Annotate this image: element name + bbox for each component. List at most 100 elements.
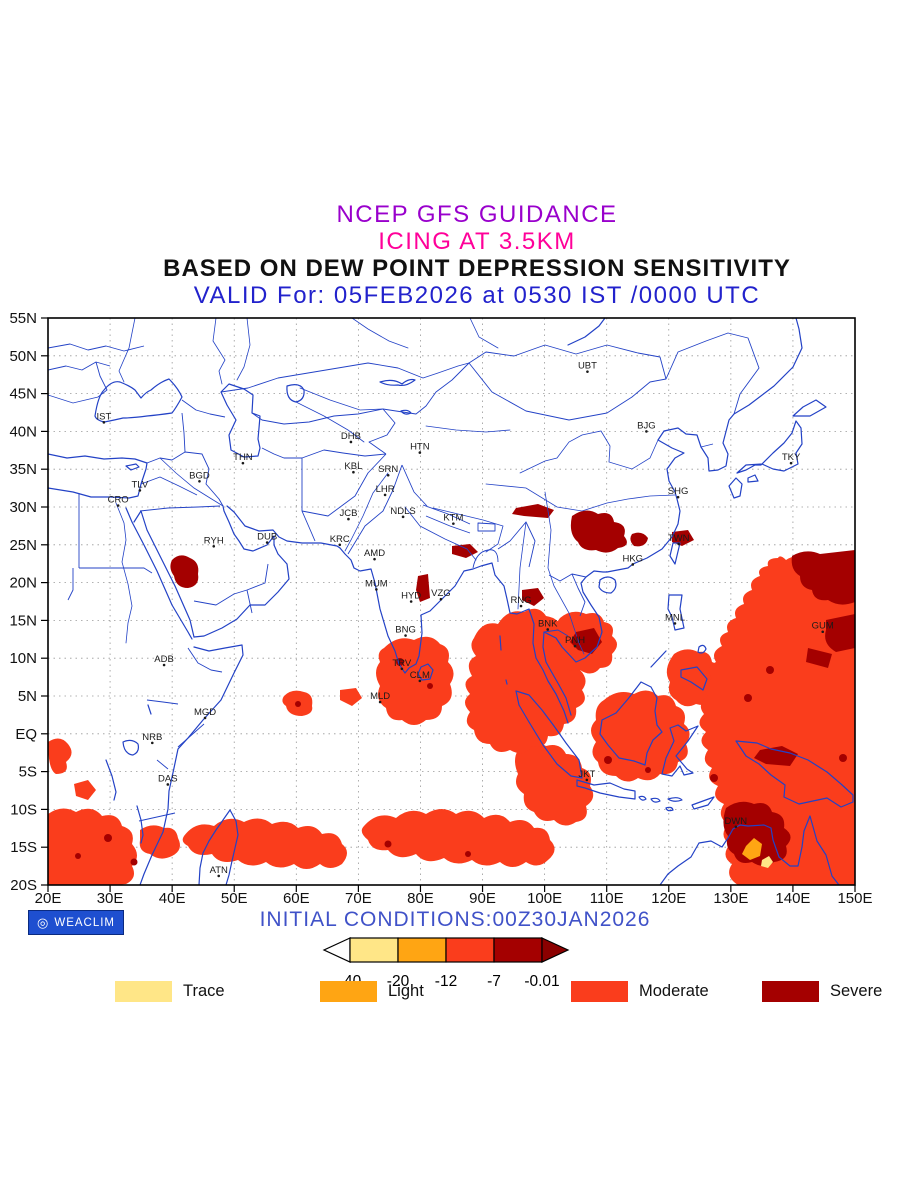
city-marker [519,604,523,608]
legend-label: Trace [183,982,225,1000]
icing-light-area [742,838,762,860]
coastline-segment [576,779,636,800]
city-marker [347,517,350,521]
border-segment [139,505,221,512]
icing-light-layer [742,838,762,860]
icing-moderate-area [340,688,362,706]
city-marker [546,628,550,631]
border-segment [401,464,428,507]
legend-label: Severe [830,982,883,1000]
city-marker [789,461,793,465]
coastline-segment [650,644,707,668]
city-marker [166,783,170,786]
coastline-segment [147,704,152,715]
city-marker [352,470,355,474]
x-axis-label: 90E [469,890,496,907]
city-marker [265,541,269,544]
city-label: DAS [158,773,178,784]
legend-swatch [320,981,377,1002]
icing-moderate-area [182,818,347,869]
river-segment [212,318,251,385]
city-marker [418,451,422,454]
weaclim-logo-icon: ◎ [37,915,50,930]
city-label: GUM [812,621,834,632]
river-segment [344,472,389,552]
icing-severe-spot [295,701,301,707]
legend-swatch [762,981,819,1002]
coastline-segment [193,505,290,638]
coastline-segment [515,690,583,779]
river-segment [48,389,108,404]
coastline-segment [133,510,195,638]
city-marker [138,489,142,492]
x-axis-label: 100E [527,890,562,907]
icing-moderate-area [376,636,454,725]
city-marker [375,588,378,591]
border-segment [700,443,714,448]
y-axis-label: 15N [9,612,37,629]
border-segment [468,344,667,421]
city-marker [821,630,825,634]
icing-severe-area [723,801,791,866]
x-axis-label: 40E [159,890,186,907]
icing-severe-layer [75,504,855,866]
scalebar-value-label: -0.01 [524,973,559,990]
icing-moderate-area [591,690,690,782]
city-label: BJG [637,420,655,431]
city-label: BGD [189,470,210,481]
city-marker [645,430,648,433]
coastline-segment [659,815,840,885]
city-marker [673,622,677,625]
x-axis-label: 80E [407,890,434,907]
city-marker [349,440,353,444]
y-axis-label: 45N [9,386,37,403]
coastline-segment [542,318,803,716]
coastline-segment [122,739,140,756]
x-axis-label: 140E [775,890,810,907]
icing-severe-spot [427,683,433,689]
icing-severe-area [672,530,694,546]
city-marker [677,542,681,546]
scalebar-value-label: -7 [487,973,501,990]
scalebar-segment-moderate [445,937,495,963]
border-segment [79,567,153,574]
city-marker [404,634,407,637]
icing-severe-spot [75,853,81,859]
city-label: CLM [410,670,430,681]
river-segment [485,483,676,512]
coastline-segment [379,378,416,387]
city-label: ATN [210,865,228,876]
icing-severe-spot [710,774,718,782]
coastline-segment [728,477,743,499]
title-model: NCEP GFS GUIDANCE [336,201,618,228]
city-label: JKT [578,769,595,780]
border-segment [156,759,169,770]
coastline-segment [680,666,708,691]
city-marker [631,563,635,566]
icing-severe-area [570,510,627,553]
coastline-segment [417,663,434,681]
icing-severe-area [825,614,855,652]
city-label: THN [233,452,253,463]
scalebar-value-label: -12 [435,973,457,990]
title-method: BASED ON DEW POINT DEPRESSION SENSITIVIT… [163,255,791,282]
city-label: SHG [668,486,689,497]
x-axis-label: 150E [837,890,872,907]
river-segment [519,430,659,474]
x-axis-label: 70E [345,890,372,907]
y-axis-label: 5N [18,688,37,705]
icing-severe-spot [645,767,651,773]
city-label: VZG [431,588,451,599]
city-marker [573,644,577,648]
x-axis-label: 130E [713,890,748,907]
x-axis-label: 30E [97,890,124,907]
title-valid-time: VALID For: 05FEB2026 at 0530 IST /0000 U… [193,282,761,309]
icing-severe-spot [839,754,847,762]
icing-moderate-layer [48,554,855,885]
border-segment [193,563,269,606]
border-segment [301,453,387,517]
river-segment [351,318,499,349]
y-axis-label: 15S [10,839,37,856]
country-border-layer [48,332,760,822]
